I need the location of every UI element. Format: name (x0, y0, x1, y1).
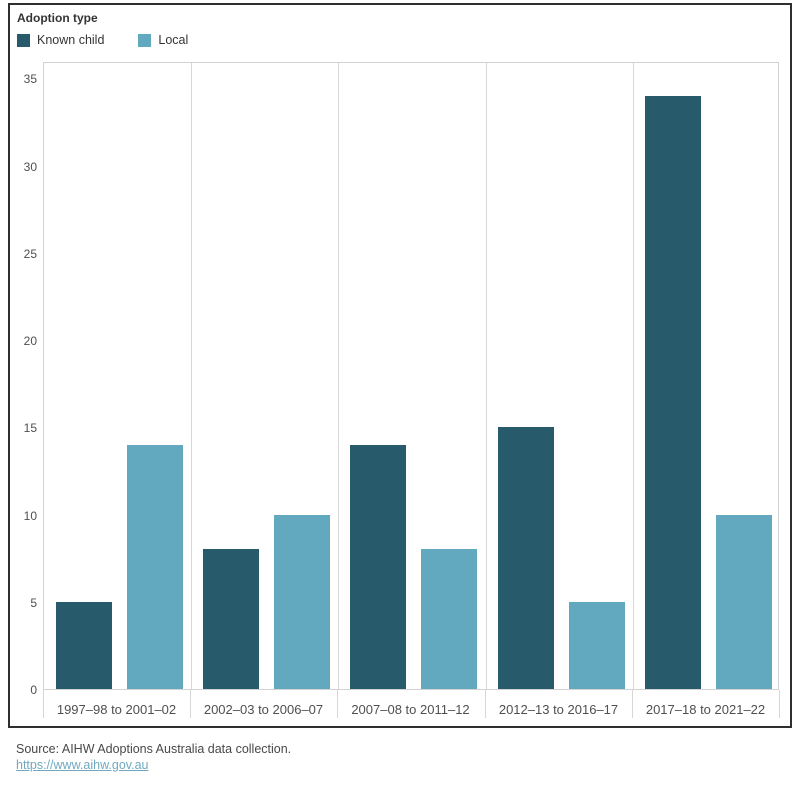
source-link[interactable]: https://www.aihw.gov.au (16, 758, 149, 772)
footer: Source: AIHW Adoptions Australia data co… (16, 741, 291, 773)
y-axis-tick-label: 35 (23, 72, 37, 86)
y-axis-tick-label: 0 (30, 683, 37, 697)
bar-local-2012-13-to-2016-17[interactable] (569, 602, 625, 689)
legend-label: Known child (37, 33, 105, 47)
x-axis-tick (337, 690, 338, 718)
legend-item-local[interactable]: Local (138, 33, 188, 47)
column-divider (633, 63, 634, 689)
x-axis-tick (632, 690, 633, 718)
bar-local-1997-98-to-2001-02[interactable] (127, 445, 183, 689)
x-axis-tick (190, 690, 191, 718)
x-axis-category-label: 2007–08 to 2011–12 (351, 702, 470, 717)
x-axis-tick (43, 690, 44, 718)
bar-known-child-2012-13-to-2016-17[interactable] (498, 427, 554, 689)
y-axis-tick-label: 25 (23, 247, 37, 261)
x-axis-category-label: 2012–13 to 2016–17 (498, 702, 619, 717)
legend-label: Local (158, 33, 189, 47)
y-axis-tick-label: 20 (23, 334, 37, 348)
column-divider (338, 63, 339, 689)
bar-known-child-2007-08-to-2011-12[interactable] (350, 445, 406, 689)
column-divider (191, 63, 192, 689)
y-axis-tick-label: 30 (23, 160, 37, 174)
legend-item-known-child[interactable]: Known child (17, 33, 104, 47)
legend-items: Known child Local (17, 33, 188, 47)
x-axis-category-label: 2017–18 to 2021–22 (645, 702, 766, 717)
column-divider (486, 63, 487, 689)
legend-swatch-local (138, 33, 152, 47)
bar-local-2007-08-to-2011-12[interactable] (421, 549, 477, 689)
y-axis-tick-label: 15 (23, 421, 37, 435)
source-text: Source: AIHW Adoptions Australia data co… (16, 742, 292, 756)
x-axis-category-label: 2002–03 to 2006–07 (203, 702, 324, 717)
legend: Adoption type Known child Local (17, 11, 188, 47)
y-axis-tick-label: 10 (23, 509, 37, 523)
x-axis-tick (485, 690, 486, 718)
bar-local-2017-18-to-2021-22[interactable] (716, 515, 772, 689)
y-axis-tick-label: 5 (30, 596, 37, 610)
bar-local-2002-03-to-2006-07[interactable] (274, 515, 330, 689)
legend-title: Adoption type (17, 11, 98, 25)
bar-known-child-2002-03-to-2006-07[interactable] (203, 549, 259, 689)
plot-area (43, 62, 779, 690)
x-axis-tick (779, 690, 780, 718)
bar-known-child-2017-18-to-2021-22[interactable] (645, 96, 701, 689)
bar-known-child-1997-98-to-2001-02[interactable] (56, 602, 112, 689)
x-axis-category-label: 1997–98 to 2001–02 (56, 702, 177, 717)
legend-swatch-known-child (17, 33, 30, 47)
